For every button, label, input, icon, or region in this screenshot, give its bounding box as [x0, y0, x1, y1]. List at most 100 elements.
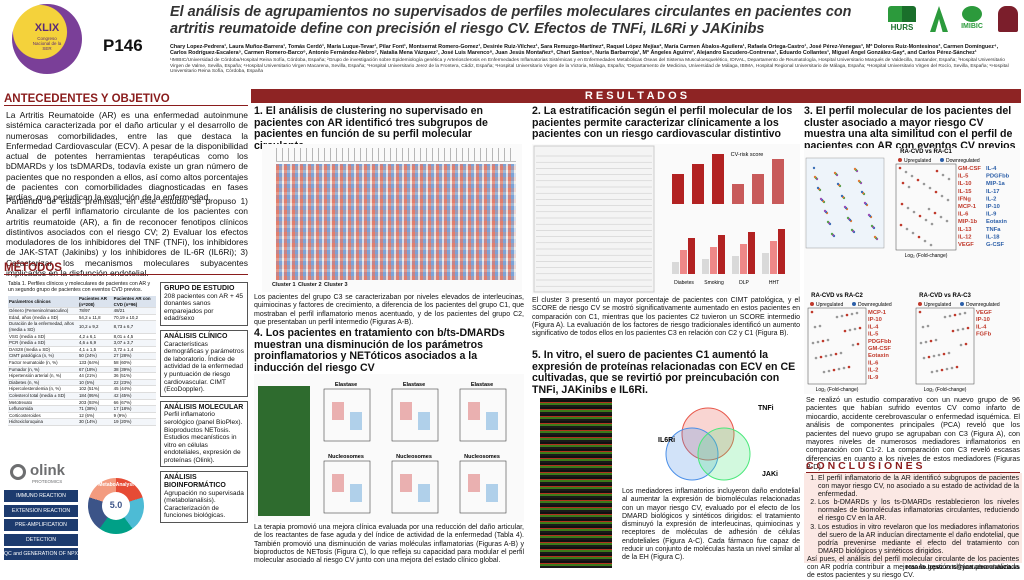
pca-point	[813, 175, 817, 179]
legend-label: Downregulated	[966, 302, 1000, 308]
bar	[770, 241, 777, 274]
legend-label: Downregulated	[946, 158, 980, 164]
result-heading: 2. La estratificación según el perfil mo…	[532, 105, 793, 140]
bar	[732, 256, 739, 274]
bar	[672, 262, 679, 274]
volcano-frame	[807, 307, 867, 385]
paragraph: La Artritis Reumatoide (AR) es una enfer…	[6, 110, 248, 203]
metaboanalyst-version: 5.0	[109, 500, 123, 510]
cluster-label: Cluster 1	[272, 282, 296, 288]
logo-uco	[998, 6, 1018, 32]
venn-label: JAKi	[762, 471, 778, 478]
pca-point	[873, 235, 877, 239]
gene-label: IL-6	[868, 360, 879, 366]
legend-label: Downregulated	[858, 302, 892, 308]
table-cell: 133 (64%)	[77, 359, 113, 367]
table-cell: 78/97	[77, 307, 113, 315]
table-cell: 3,07 ± 3,7	[112, 339, 156, 347]
volcano-point	[939, 215, 943, 219]
volcano-frame	[915, 307, 975, 385]
pca-point	[870, 224, 874, 228]
volcano-point	[924, 218, 928, 222]
volcano-point	[942, 352, 946, 356]
volcano-point	[943, 315, 947, 319]
conclusions-box: El perfil inflamatorio de la AR identifi…	[804, 473, 1022, 579]
volcano-point	[947, 351, 951, 355]
volcano-point	[947, 177, 951, 181]
volcano-point	[848, 328, 852, 332]
table-cell: Duración de la enfermedad, años (media ±…	[8, 320, 78, 334]
table-cell: 19 (20%)	[112, 418, 156, 426]
logo-shape	[888, 6, 916, 22]
table-header-cell: Pacientes AR (n=208)	[77, 296, 113, 309]
volcano-point	[900, 202, 904, 206]
table-cell: 70,19 ± 10,2	[112, 314, 156, 322]
table-row: Edad, años (media ± SD) 54,2 ± 11,8 70,19 …	[8, 314, 156, 322]
legend-dot	[918, 302, 922, 306]
volcano-point	[941, 173, 945, 177]
volcano-point	[934, 338, 938, 342]
table-cell: 4,1 ± 1,5	[77, 346, 113, 354]
bar	[692, 164, 704, 204]
volcano-point	[964, 342, 968, 346]
volcano-title: RA-CVD vs RA-C3	[919, 293, 971, 299]
table-cell: 36 (51%)	[112, 372, 156, 380]
table-row: Fumador (n, %) 67 (18%) 38 (39%)	[8, 366, 156, 374]
plot-frame	[391, 388, 439, 442]
x-label: HHT	[769, 280, 779, 286]
pca-point	[846, 216, 850, 220]
volcano-point	[951, 329, 955, 333]
volcano-point	[837, 367, 841, 371]
box	[468, 474, 480, 492]
volcano-point	[910, 174, 914, 178]
gene-label: IL-4	[976, 324, 987, 330]
bar	[752, 174, 764, 204]
legend-dot	[960, 302, 964, 306]
method-boxes: GRUPO DE ESTUDIO 208 pacientes con AR + 4…	[160, 282, 248, 527]
volcano-point	[818, 324, 822, 328]
plot-svg: RA-CVD vs RA-C1 Upregulated Downregulated G…	[805, 149, 1010, 393]
table-cell: 4,2 ± 6,1	[77, 333, 113, 341]
box	[418, 412, 430, 430]
volcano-point	[929, 243, 933, 247]
table-wrap: Parámetros clínicos Pacientes AR (n=208) P…	[8, 296, 156, 426]
method-box-text: Características demográficas y parámetro…	[164, 340, 244, 394]
box	[350, 412, 362, 430]
box	[486, 412, 498, 430]
volcano-point	[918, 214, 922, 218]
table-cell: Hidroxicloroquina	[8, 418, 78, 426]
caption: Se realizó un estudio comparativo con un…	[806, 395, 1020, 472]
table-cell: Corticosteroides	[8, 412, 78, 420]
table-row: Hipertensión arterial (n, %) 44 (21%) 36 (…	[8, 372, 156, 380]
volcano-point	[810, 310, 814, 314]
volcano-point	[853, 327, 857, 331]
volcano-point	[847, 365, 851, 369]
table-cell: Género (Femenino/masculino)	[8, 307, 78, 315]
table-cell: 10 (5%)	[77, 379, 113, 387]
volcano-point	[927, 355, 931, 359]
bar	[718, 235, 725, 274]
gene-label: IL-9	[986, 212, 997, 218]
gene-label: IL-13	[958, 227, 972, 233]
method-box-text: Perfil inflamatorio serológico (panel Bi…	[164, 411, 243, 464]
caption: El cluster 3 presentó un mayor porcentaj…	[532, 297, 800, 338]
gene-label: GM-CSF	[868, 346, 891, 352]
pca-point	[812, 166, 816, 170]
volcano-point	[901, 181, 905, 185]
volcano-point	[929, 339, 933, 343]
volcano-point	[912, 210, 916, 214]
logo-text: HURS	[890, 23, 914, 32]
table-cell: 50 (24%)	[77, 352, 113, 360]
table: Parámetros clínicos Pacientes AR (n=208) P…	[8, 296, 156, 426]
volcano-point	[814, 356, 818, 360]
plot-svg: Elastase Elastase Elastase Nucleosomes Nucle…	[258, 382, 507, 516]
venn: TNFi IL6Ri JAKi	[628, 396, 800, 486]
conclusion-item: El perfil inflamatorio de la AR identifi…	[818, 475, 1019, 499]
table-row: Duración de la enfermedad, años (media ±…	[8, 320, 156, 334]
result-heading: 4. Los pacientes en tratamiento con b/ts…	[254, 327, 505, 374]
venn-label: TNFi	[758, 405, 774, 412]
section-heading: MÉTODOS	[4, 262, 248, 275]
bar	[710, 247, 717, 274]
volcano-point	[934, 190, 938, 194]
table-cell: 45 (44%)	[112, 385, 156, 393]
